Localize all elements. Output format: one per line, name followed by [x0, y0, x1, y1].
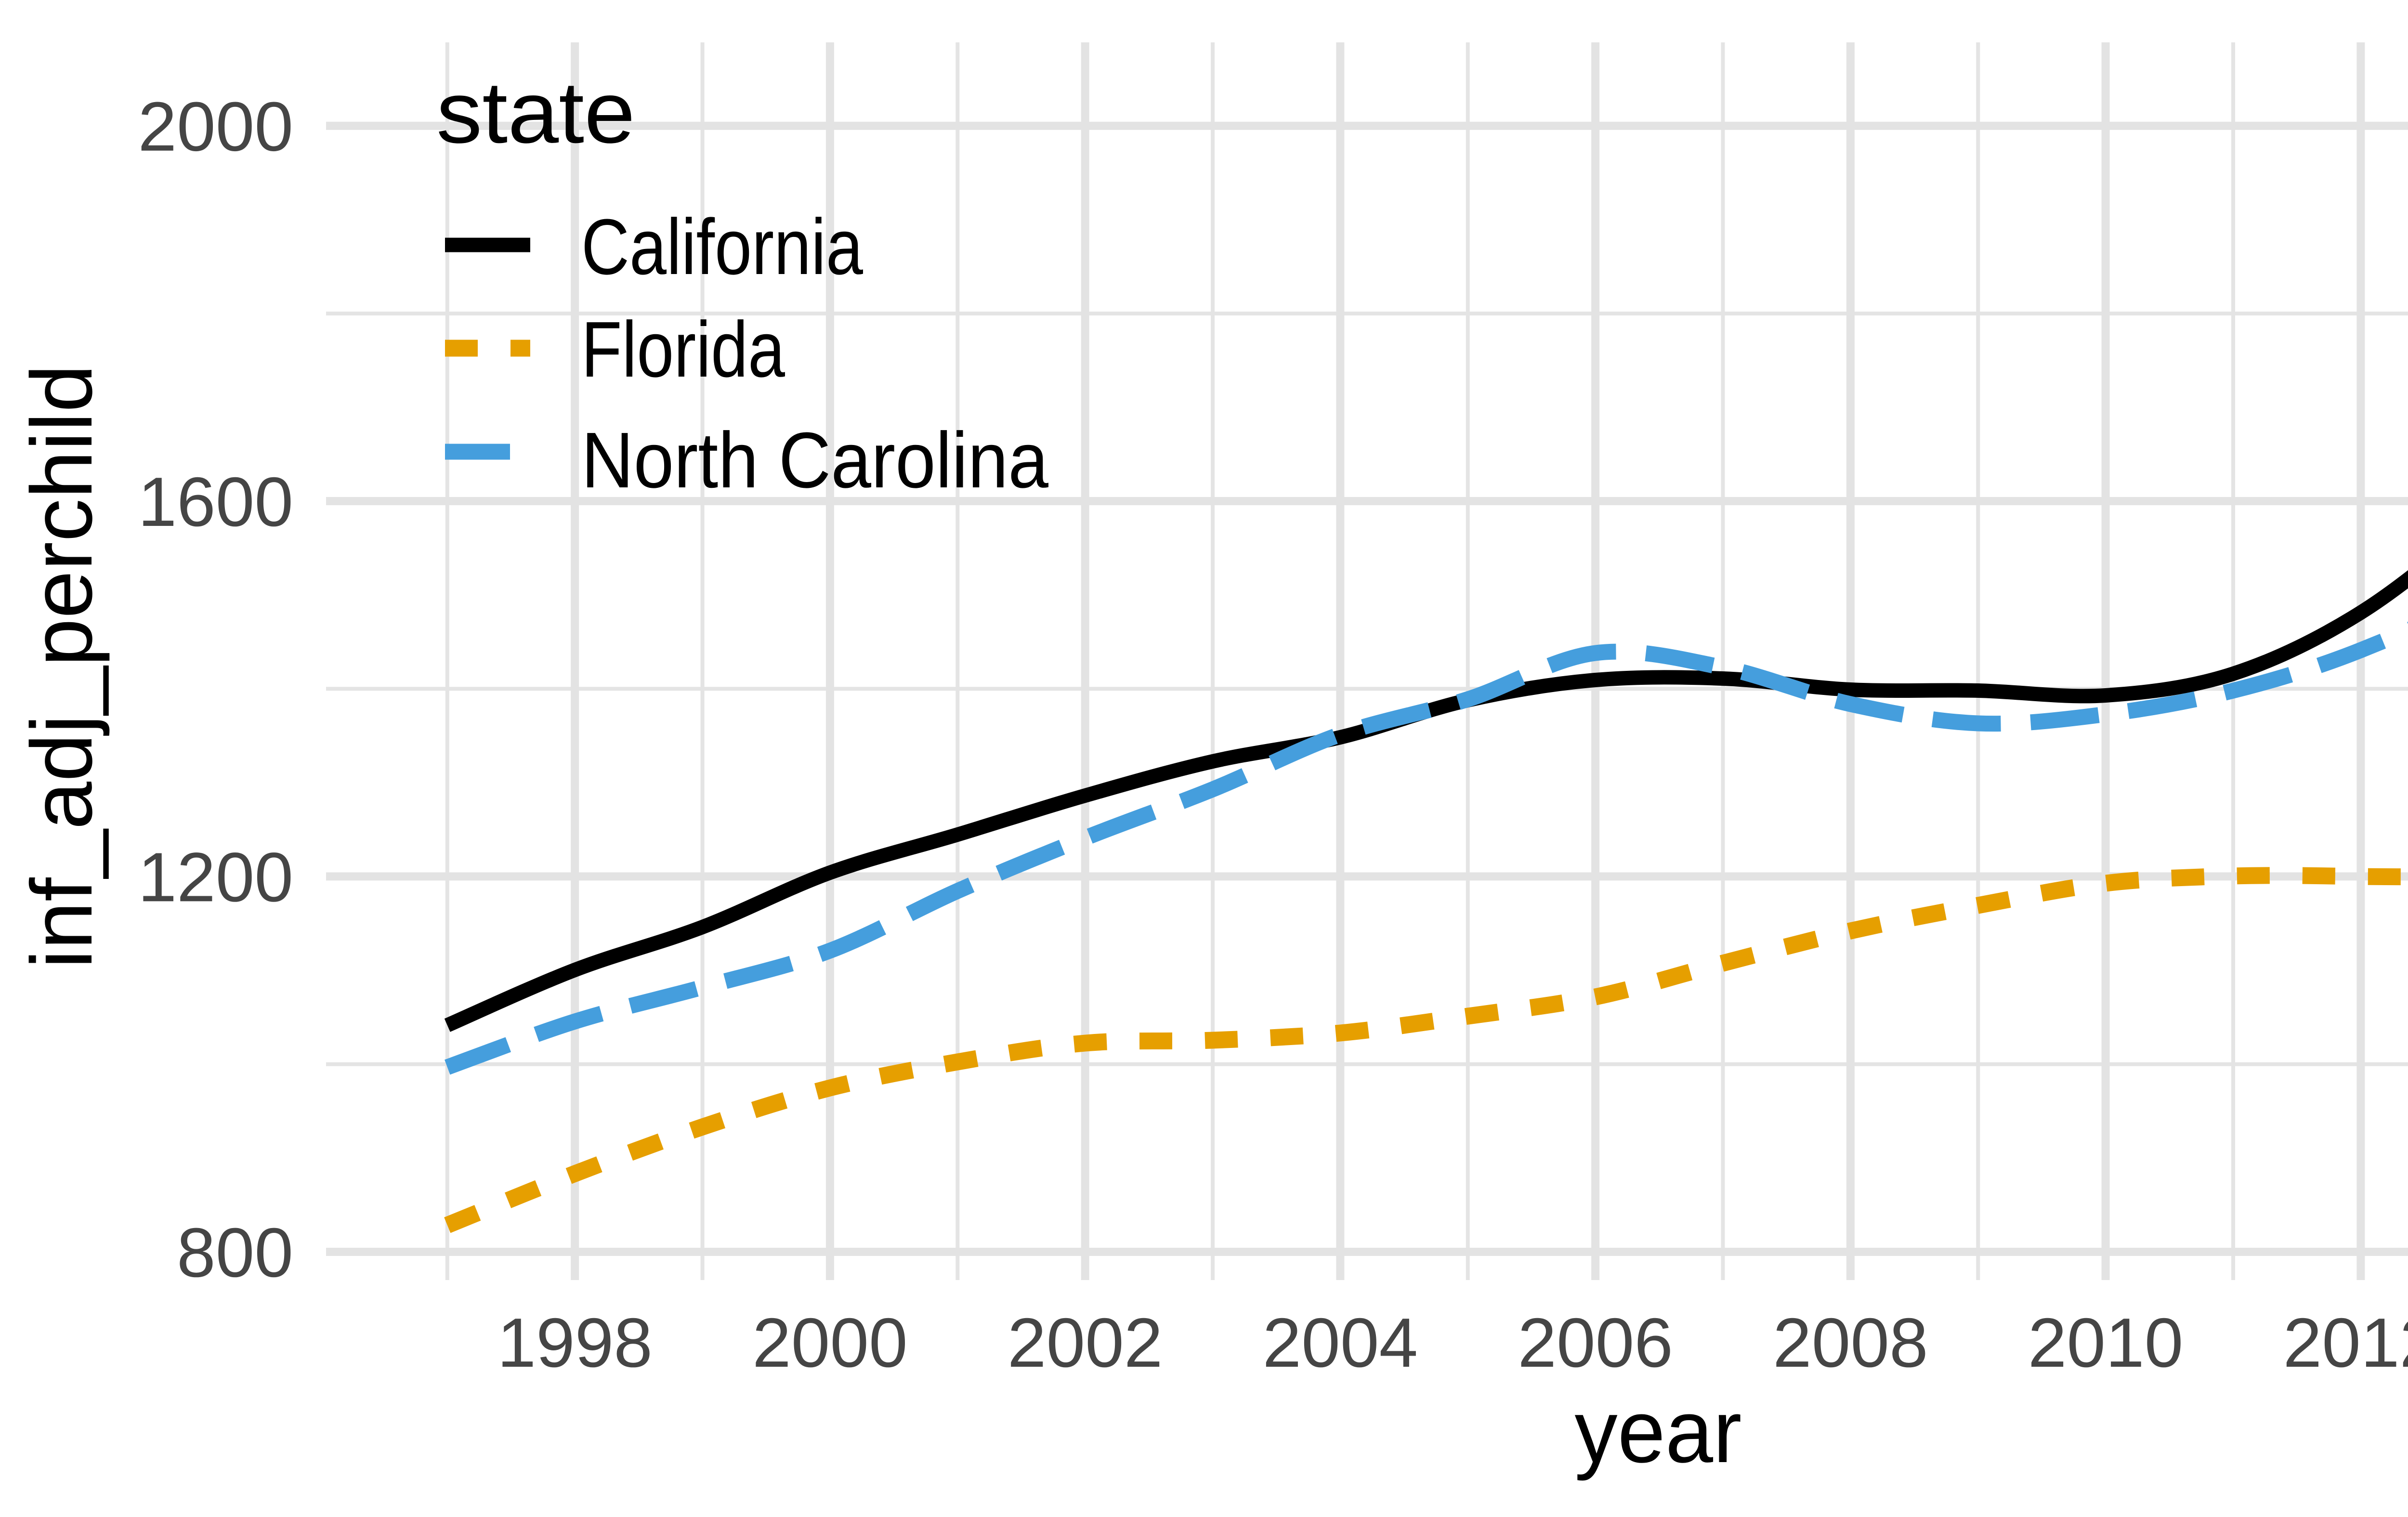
svg-text:1998: 1998	[497, 1304, 653, 1382]
svg-text:1200: 1200	[138, 838, 293, 916]
svg-text:North Carolina: North Carolina	[581, 416, 1049, 504]
svg-text:inf_adj_perchild: inf_adj_perchild	[13, 365, 110, 969]
svg-text:state: state	[436, 63, 635, 161]
svg-text:2000: 2000	[752, 1304, 908, 1382]
svg-text:1600: 1600	[138, 463, 293, 541]
svg-text:2008: 2008	[1773, 1304, 1928, 1382]
svg-text:2004: 2004	[1263, 1304, 1418, 1382]
svg-text:2000: 2000	[138, 88, 293, 166]
svg-text:Florida: Florida	[581, 305, 785, 393]
svg-text:800: 800	[177, 1214, 293, 1292]
svg-text:year: year	[1575, 1382, 1742, 1481]
svg-text:2012: 2012	[2283, 1304, 2408, 1382]
svg-text:California: California	[581, 203, 864, 291]
svg-text:2006: 2006	[1518, 1304, 1673, 1382]
svg-text:2002: 2002	[1008, 1304, 1163, 1382]
svg-text:2010: 2010	[2028, 1304, 2184, 1382]
